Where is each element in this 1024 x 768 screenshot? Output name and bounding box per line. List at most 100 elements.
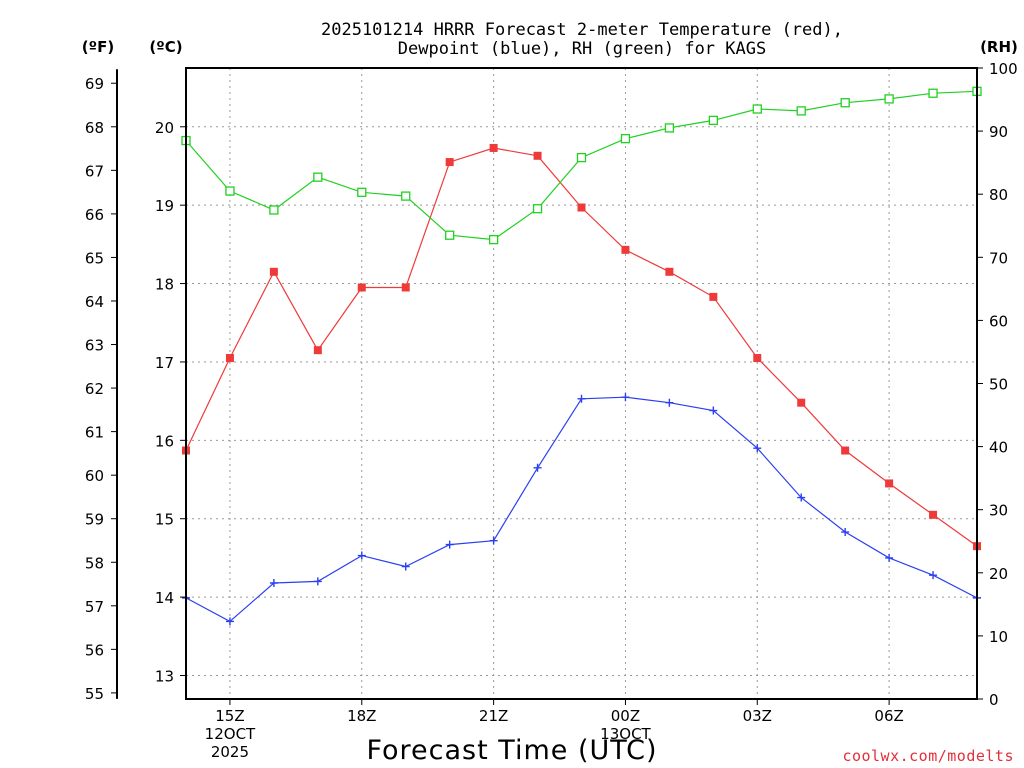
- fahrenheit-tick-label: 56: [85, 641, 104, 659]
- temperature-point: [709, 292, 718, 301]
- rh-point: [488, 234, 499, 245]
- dewpoint-point: [313, 577, 322, 586]
- fahrenheit-tick-label: 62: [85, 380, 104, 398]
- chart-title-line-2: Dewpoint (blue), RH (green) for KAGS: [398, 39, 766, 59]
- rh-point: [445, 230, 455, 240]
- fahrenheit-tick-label: 66: [85, 206, 104, 224]
- rh-tick-label: 30: [989, 502, 1008, 520]
- fahrenheit-tick-label: 61: [85, 424, 104, 442]
- fahrenheit-tick-label: 68: [85, 119, 104, 137]
- rh-point: [928, 88, 938, 98]
- temperature-point: [577, 203, 586, 212]
- dewpoint-point: [445, 540, 454, 549]
- temperature-point: [753, 354, 762, 363]
- dewpoint-point: [357, 551, 366, 560]
- fahrenheit-unit-label: (ºF): [82, 38, 114, 56]
- fahrenheit-tick-label: 63: [85, 337, 104, 355]
- dewpoint-point: [709, 406, 718, 415]
- dewpoint-point: [269, 578, 278, 587]
- rh-tick-label: 60: [989, 312, 1008, 330]
- dewpoint-point: [533, 463, 542, 472]
- rh-point: [313, 172, 323, 182]
- fahrenheit-tick-label: 58: [85, 554, 104, 572]
- temperature-point: [533, 151, 542, 160]
- x-axis-title: Forecast Time (UTC): [366, 735, 657, 766]
- x-tick-label: 06Z: [874, 707, 903, 725]
- fahrenheit-tick-label: 55: [85, 685, 104, 703]
- rh-tick-label: 10: [989, 628, 1008, 646]
- rh-tick-label: 90: [989, 123, 1008, 141]
- fahrenheit-tick-label: 65: [85, 249, 104, 267]
- temperature-point: [621, 245, 630, 254]
- dewpoint-point: [929, 571, 938, 580]
- x-tick-label: 15Z: [215, 707, 244, 725]
- rh-point: [796, 106, 806, 116]
- celsius-tick-label: 17: [155, 354, 174, 372]
- dewpoint-point: [577, 394, 586, 403]
- celsius-tick-label: 16: [155, 432, 174, 450]
- rh-tick-label: 40: [989, 439, 1008, 457]
- dewpoint-point: [841, 528, 850, 537]
- x-tick-label: 12OCT: [205, 725, 256, 743]
- rh-tick-label: 20: [989, 565, 1008, 583]
- rh-point: [620, 134, 631, 144]
- temperature-point: [313, 346, 322, 355]
- rh-point: [269, 205, 279, 215]
- chart-title-line-1: 2025101214 HRRR Forecast 2-meter Tempera…: [321, 20, 843, 40]
- celsius-tick-label: 18: [155, 276, 174, 294]
- temperature-point: [225, 354, 234, 363]
- fahrenheit-tick-label: 67: [85, 162, 104, 180]
- rh-point: [664, 123, 675, 133]
- temperature-point: [665, 267, 674, 276]
- rh-point: [357, 187, 367, 197]
- rh-point: [840, 98, 850, 108]
- temperature-point: [885, 479, 894, 488]
- celsius-tick-label: 14: [155, 589, 174, 607]
- fahrenheit-tick-label: 69: [85, 75, 104, 93]
- rh-unit-label: (RH): [980, 38, 1018, 56]
- fahrenheit-tick-label: 64: [85, 293, 104, 311]
- x-tick-label: 21Z: [479, 707, 508, 725]
- dewpoint-point: [621, 393, 630, 402]
- celsius-tick-label: 13: [155, 667, 174, 685]
- x-tick-label: 18Z: [347, 707, 376, 725]
- rh-point: [576, 152, 587, 163]
- temperature-point: [489, 143, 498, 152]
- x-tick-label: 03Z: [743, 707, 772, 725]
- rh-point: [225, 186, 235, 196]
- fahrenheit-tick-label: 57: [85, 598, 104, 616]
- rh-tick-label: 0: [989, 691, 999, 709]
- rh-tick-label: 100: [989, 60, 1018, 78]
- fahrenheit-tick-label: 59: [85, 511, 104, 529]
- temperature-point: [269, 267, 278, 276]
- dewpoint-point: [665, 398, 674, 407]
- celsius-tick-label: 19: [155, 197, 174, 215]
- temperature-point: [357, 283, 366, 292]
- dewpoint-point: [225, 617, 234, 626]
- dewpoint-point: [489, 536, 498, 545]
- x-tick-label: 2025: [211, 743, 249, 761]
- rh-tick-label: 80: [989, 186, 1008, 204]
- rh-tick-label: 50: [989, 376, 1008, 394]
- dewpoint-point: [797, 493, 806, 502]
- celsius-unit-label: (ºC): [149, 38, 182, 56]
- temperature-point: [445, 158, 454, 167]
- temperature-point: [841, 446, 850, 455]
- series-group: [181, 86, 982, 626]
- fahrenheit-tick-label: 60: [85, 467, 104, 485]
- temperature-point: [929, 510, 938, 519]
- dewpoint-point: [885, 553, 894, 562]
- source-credit: coolwx.com/modelts: [842, 747, 1014, 765]
- rh-point: [708, 115, 718, 126]
- x-tick-label: 00Z: [611, 707, 640, 725]
- rh-point: [532, 204, 543, 214]
- rh-point: [752, 104, 762, 114]
- dewpoint-point: [753, 444, 762, 453]
- dewpoint-point: [401, 562, 410, 571]
- temperature-point: [797, 398, 806, 407]
- celsius-tick-label: 15: [155, 511, 174, 529]
- celsius-tick-label: 20: [155, 119, 174, 137]
